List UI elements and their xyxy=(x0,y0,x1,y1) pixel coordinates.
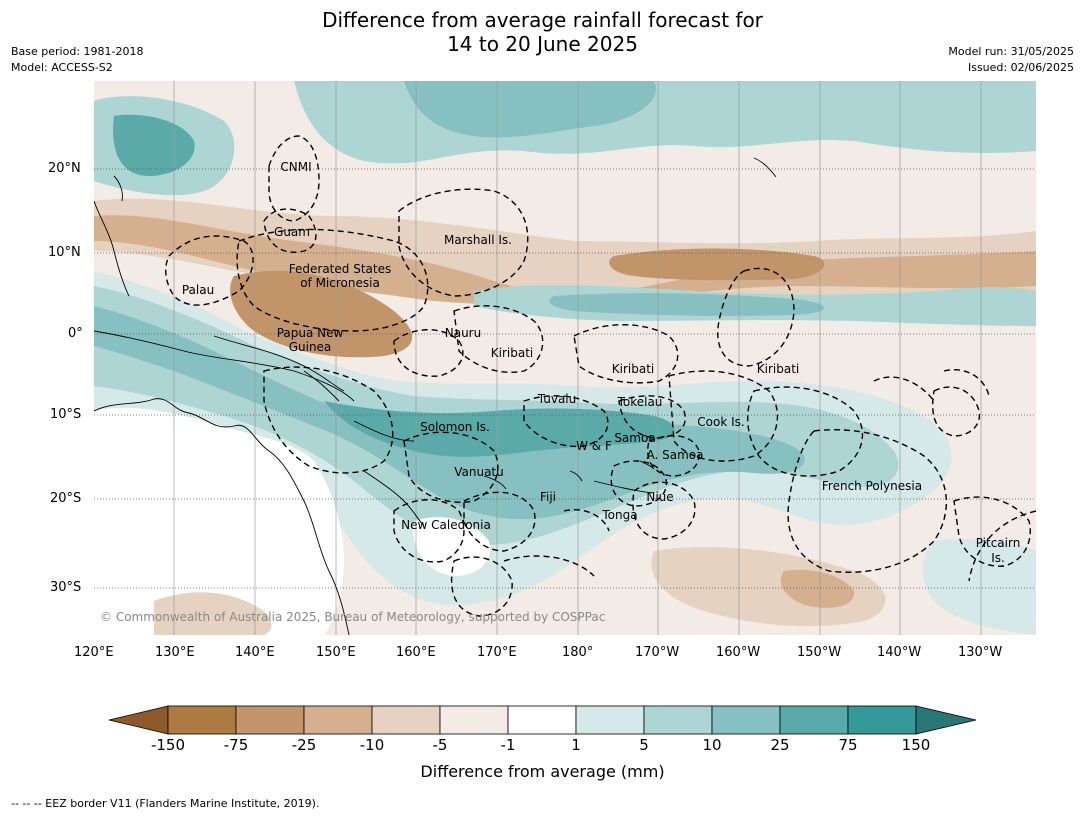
colorbar-cell xyxy=(711,705,781,735)
lon-label-140w: 140°W xyxy=(877,645,922,660)
eez-footnote: -- -- -- EEZ border V11 (Flanders Marine… xyxy=(11,797,320,810)
lat-label-30s: 30°S xyxy=(50,580,82,595)
colorbar-cells xyxy=(108,705,977,735)
colorbar-title: Difference from average (mm) xyxy=(420,762,665,781)
label-kiribati-central: Kiribati xyxy=(612,362,654,376)
colorbar-extend-high xyxy=(915,705,977,735)
label-kiribati-west: Kiribati xyxy=(491,346,533,360)
lon-label-170e: 170°E xyxy=(477,645,517,660)
graticule xyxy=(94,81,1036,635)
label-french-polynesia: French Polynesia xyxy=(822,479,922,493)
label-samoa: Samoa xyxy=(614,431,655,445)
lon-label-150w: 150°W xyxy=(797,645,842,660)
colorbar-tick-11: 150 xyxy=(901,736,931,754)
colorbar-tick-4: -5 xyxy=(432,736,448,754)
colorbar-cell xyxy=(303,705,373,735)
chart-title-line2: 14 to 20 June 2025 xyxy=(447,32,638,56)
colorbar-tick-3: -10 xyxy=(359,736,385,754)
colorbar-cell xyxy=(167,705,237,735)
label-pitcairn-line1: Pitcairn xyxy=(976,536,1021,550)
label-palau: Palau xyxy=(182,283,214,297)
label-png-line2: Guinea xyxy=(289,340,332,354)
label-marshall: Marshall Is. xyxy=(444,233,512,247)
colorbar-tick-7: 5 xyxy=(639,736,649,754)
issued-date: Issued: 02/06/2025 xyxy=(967,61,1074,74)
copyright-notice: © Commonwealth of Australia 2025, Bureau… xyxy=(100,610,605,624)
colorbar-cell xyxy=(779,705,849,735)
lon-label-140e: 140°E xyxy=(235,645,275,660)
label-solomon: Solomon Is. xyxy=(420,420,490,434)
colorbar xyxy=(108,705,977,735)
eez-borders xyxy=(165,135,1036,617)
label-pitcairn-line2: Is. xyxy=(991,551,1005,565)
colorbar-tick-8: 10 xyxy=(702,736,722,754)
rainfall-anomaly-map: CNMI Guam Marshall Is. Federated States … xyxy=(94,81,1036,635)
colorbar-cell xyxy=(439,705,509,735)
colorbar-tick-9: 25 xyxy=(770,736,790,754)
label-tonga: Tonga xyxy=(601,508,637,522)
colorbar-tick-2: -25 xyxy=(291,736,317,754)
coastlines xyxy=(94,157,777,635)
lon-label-150e: 150°E xyxy=(316,645,356,660)
lat-label-20n: 20°N xyxy=(48,161,81,176)
colorbar-tick-10: 75 xyxy=(838,736,858,754)
label-tokelau: Tokelau xyxy=(617,395,663,409)
lon-label-120e: 120°E xyxy=(74,645,114,660)
colorbar-cell xyxy=(507,705,577,735)
colorbar-cell xyxy=(235,705,305,735)
colorbar-tick-6: 1 xyxy=(571,736,581,754)
colorbar-cell xyxy=(643,705,713,735)
label-kiribati-east: Kiribati xyxy=(757,362,799,376)
model-name: Model: ACCESS-S2 xyxy=(11,61,113,74)
base-period: Base period: 1981-2018 xyxy=(11,45,144,58)
label-niue: Niue xyxy=(646,490,673,504)
chart-title-line1: Difference from average rainfall forecas… xyxy=(322,8,763,32)
lon-label-170w: 170°W xyxy=(635,645,680,660)
lat-label-10s: 10°S xyxy=(50,407,82,422)
colorbar-tick-0: -150 xyxy=(150,736,186,754)
lon-label-160w: 160°W xyxy=(716,645,761,660)
label-tuvalu: Tuvalu xyxy=(537,392,577,406)
anomaly-shading xyxy=(94,81,1036,635)
label-fsm-line2: of Micronesia xyxy=(300,276,380,290)
label-fiji: Fiji xyxy=(540,490,556,504)
label-nauru: Nauru xyxy=(445,326,481,340)
model-run: Model run: 31/05/2025 xyxy=(948,45,1074,58)
lon-label-130e: 130°E xyxy=(155,645,195,660)
lon-label-180: 180° xyxy=(562,645,594,660)
colorbar-cell xyxy=(371,705,441,735)
label-american-samoa: A. Samoa xyxy=(647,448,704,462)
label-wallis-futuna: W & F xyxy=(576,439,612,453)
label-guam: Guam xyxy=(274,225,310,239)
label-png-line1: Papua New xyxy=(277,326,344,340)
region-labels: CNMI Guam Marshall Is. Federated States … xyxy=(182,160,1020,565)
lat-label-20s: 20°S xyxy=(50,491,82,506)
colorbar-tick-1: -75 xyxy=(223,736,249,754)
lon-label-130w: 130°W xyxy=(958,645,1003,660)
lon-label-160e: 160°E xyxy=(396,645,436,660)
label-cnmi: CNMI xyxy=(280,160,311,174)
colorbar-extend-low xyxy=(108,705,169,735)
lat-label-10n: 10°N xyxy=(48,245,81,260)
lat-label-eq: 0° xyxy=(68,326,83,341)
label-vanuatu: Vanuatu xyxy=(454,465,504,479)
colorbar-cell xyxy=(575,705,645,735)
colorbar-cell xyxy=(847,705,917,735)
colorbar-tick-5: -1 xyxy=(500,736,516,754)
label-new-caledonia: New Caledonia xyxy=(401,518,491,532)
label-fsm-line1: Federated States xyxy=(289,262,391,276)
label-cook-islands: Cook Is. xyxy=(697,415,744,429)
